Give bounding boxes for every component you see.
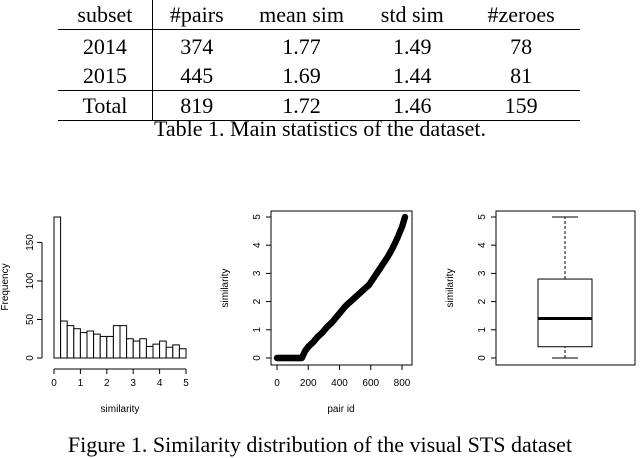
scatter-point bbox=[401, 213, 409, 221]
header-mean-sim: mean sim bbox=[240, 0, 363, 30]
histogram-bar bbox=[178, 348, 187, 359]
histogram-bar bbox=[93, 333, 101, 359]
iqr-box bbox=[537, 278, 593, 348]
histogram-bar bbox=[165, 346, 174, 359]
histogram-bar bbox=[139, 338, 147, 359]
scatter-chart: 0 200 400 600 800 pair id 0 1 2 3 4 5 similarity bbox=[220, 210, 413, 415]
x-tick-label: 800 bbox=[394, 378, 411, 389]
y-tick-label: 2 bbox=[477, 298, 488, 304]
histogram-bar bbox=[132, 340, 141, 359]
table-row: 2014 374 1.77 1.49 78 bbox=[58, 29, 580, 61]
histogram-bar bbox=[119, 325, 128, 359]
y-tick-label: 4 bbox=[252, 242, 263, 248]
y-tick-label: 100 bbox=[25, 272, 36, 289]
y-axis-label: similarity bbox=[445, 269, 456, 308]
x-tick-label: 3 bbox=[130, 378, 136, 389]
table-cell: 2015 bbox=[58, 61, 153, 91]
table-cell: 1.44 bbox=[393, 63, 432, 88]
header-pairs: #pairs bbox=[152, 0, 241, 30]
plot-frame bbox=[495, 210, 636, 366]
header-zeroes: #zeroes bbox=[462, 0, 580, 30]
y-tick-label: 3 bbox=[477, 270, 488, 276]
histogram-bar bbox=[79, 332, 88, 359]
table-cell: 1.69 bbox=[282, 63, 321, 88]
y-tick-label: 150 bbox=[25, 234, 36, 251]
x-tick-label: 600 bbox=[362, 378, 379, 389]
x-tick-label: 1 bbox=[78, 378, 84, 389]
y-tick-label: 4 bbox=[477, 242, 488, 248]
histogram-bar bbox=[112, 325, 121, 359]
y-tick-label: 0 bbox=[252, 355, 263, 361]
x-tick-label: 0 bbox=[274, 378, 280, 389]
x-tick-label: 5 bbox=[183, 378, 189, 389]
y-tick-label: 0 bbox=[25, 355, 36, 361]
table-cell: 445 bbox=[180, 63, 214, 88]
table-cell: 159 bbox=[462, 90, 580, 121]
histogram-bar bbox=[60, 320, 68, 359]
histogram-bar bbox=[66, 325, 75, 359]
histogram-bar bbox=[106, 335, 114, 359]
histogram-bar bbox=[152, 343, 161, 359]
x-tick-label: 400 bbox=[331, 378, 348, 389]
table-cell: 819 bbox=[152, 90, 241, 121]
y-tick-label: 3 bbox=[252, 270, 263, 276]
x-tick-label: 200 bbox=[300, 378, 317, 389]
x-axis-label: pair id bbox=[327, 404, 354, 415]
header-subset: subset bbox=[58, 0, 153, 30]
y-axis-label: Frequency bbox=[0, 263, 11, 310]
header-std-sim: std sim bbox=[362, 0, 463, 30]
table-caption: Table 1. Main statistics of the dataset. bbox=[153, 116, 487, 141]
histogram-bar bbox=[172, 344, 180, 359]
y-tick-label: 5 bbox=[477, 214, 488, 220]
histogram-bar bbox=[159, 340, 167, 359]
table-cell: 1.46 bbox=[362, 90, 463, 121]
y-tick-label: 50 bbox=[25, 313, 36, 325]
x-tick-label: 0 bbox=[51, 378, 57, 389]
table-cell: 1.77 bbox=[282, 34, 321, 59]
y-tick-label: 1 bbox=[477, 327, 488, 333]
x-tick-label: 4 bbox=[157, 378, 163, 389]
y-axis-label: similarity bbox=[220, 269, 231, 308]
y-tick-label: 0 bbox=[477, 355, 488, 361]
table-cell: 1.72 bbox=[240, 90, 363, 121]
plot-frame bbox=[270, 210, 413, 366]
table-cell: 1.49 bbox=[393, 34, 432, 59]
histogram-bar bbox=[126, 338, 134, 359]
table-cell: Total bbox=[58, 90, 153, 121]
table-header-row: subset #pairs mean sim std sim #zeroes bbox=[58, 0, 580, 30]
histogram-bar bbox=[145, 345, 154, 359]
table-cell: 81 bbox=[510, 63, 533, 88]
y-tick-label: 2 bbox=[252, 298, 263, 304]
table-cell: 2014 bbox=[58, 29, 153, 61]
y-tick-label: 5 bbox=[252, 214, 263, 220]
boxplot-chart: 0 1 2 3 4 5 similarity bbox=[445, 210, 636, 366]
histogram-bar bbox=[73, 328, 81, 359]
histogram-chart: 0 1 2 3 4 5 similarity 0 50 100 150 Frequency bbox=[0, 216, 189, 415]
y-tick-label: 1 bbox=[252, 327, 263, 333]
figure-caption: Figure 1. Similarity distribution of the… bbox=[67, 432, 573, 457]
table-row: 2015 445 1.69 1.44 81 bbox=[58, 61, 580, 91]
x-tick-label: 2 bbox=[104, 378, 110, 389]
histogram-bar bbox=[99, 335, 108, 359]
table-total-row: Total 819 1.72 1.46 159 bbox=[58, 90, 580, 121]
table-cell: 78 bbox=[510, 34, 533, 59]
table-cell: 374 bbox=[180, 34, 214, 59]
histogram-bar bbox=[53, 216, 62, 359]
x-axis-label: similarity bbox=[101, 404, 140, 415]
histogram-bar bbox=[86, 330, 95, 359]
stats-table: subset #pairs mean sim std sim #zeroes 2… bbox=[58, 0, 580, 121]
